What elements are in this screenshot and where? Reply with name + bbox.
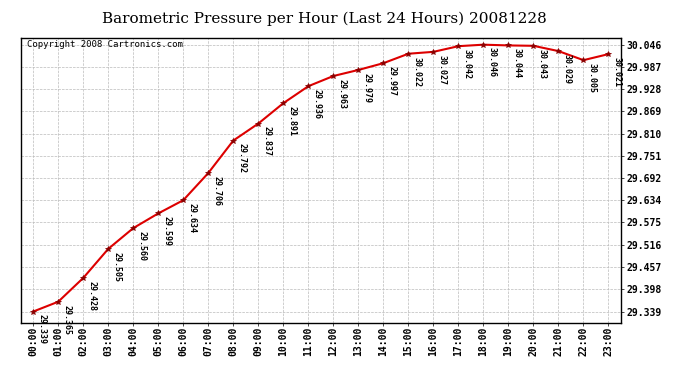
Text: 29.963: 29.963 <box>337 79 346 109</box>
Text: 29.891: 29.891 <box>288 106 297 136</box>
Text: 29.792: 29.792 <box>237 143 246 173</box>
Text: 29.428: 29.428 <box>88 281 97 311</box>
Text: 29.837: 29.837 <box>262 126 271 156</box>
Text: 30.044: 30.044 <box>513 48 522 78</box>
Text: 29.365: 29.365 <box>62 304 71 334</box>
Text: 30.043: 30.043 <box>538 49 546 79</box>
Text: 29.979: 29.979 <box>362 73 371 103</box>
Text: 29.936: 29.936 <box>313 89 322 119</box>
Text: 30.042: 30.042 <box>462 49 471 79</box>
Text: 29.339: 29.339 <box>37 314 46 344</box>
Text: 29.599: 29.599 <box>162 216 171 246</box>
Text: 30.029: 30.029 <box>562 54 571 84</box>
Text: 30.005: 30.005 <box>588 63 597 93</box>
Text: Barometric Pressure per Hour (Last 24 Hours) 20081228: Barometric Pressure per Hour (Last 24 Ho… <box>102 11 546 26</box>
Text: 30.027: 30.027 <box>437 55 446 85</box>
Text: 29.706: 29.706 <box>213 176 221 206</box>
Text: Copyright 2008 Cartronics.com: Copyright 2008 Cartronics.com <box>27 40 183 50</box>
Text: 29.997: 29.997 <box>388 66 397 96</box>
Text: 29.505: 29.505 <box>112 252 121 282</box>
Text: 29.634: 29.634 <box>188 203 197 233</box>
Text: 30.046: 30.046 <box>488 48 497 78</box>
Text: 30.021: 30.021 <box>613 57 622 87</box>
Text: 30.022: 30.022 <box>413 57 422 87</box>
Text: 29.560: 29.560 <box>137 231 146 261</box>
